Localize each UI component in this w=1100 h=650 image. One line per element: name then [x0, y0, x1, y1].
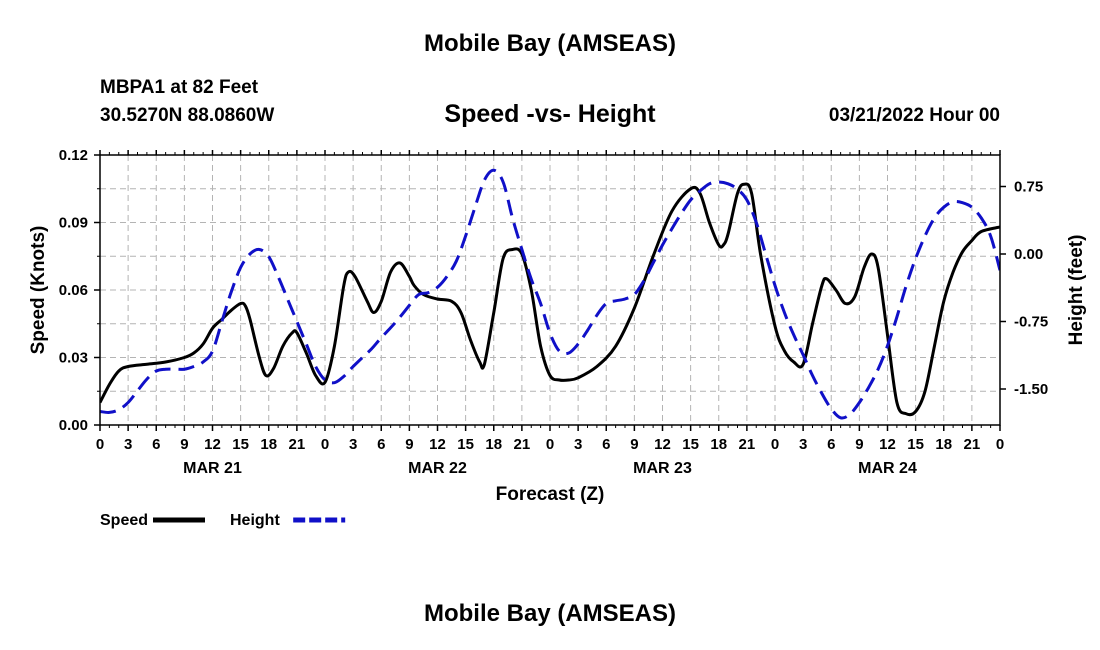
x-tick-label: 3: [574, 436, 582, 453]
x-tick-label: 15: [232, 436, 249, 453]
footer-title: Mobile Bay (AMSEAS): [423, 600, 677, 627]
x-tick-label: 12: [879, 436, 896, 453]
date-label: MAR 22: [408, 460, 467, 477]
series-layer: [100, 168, 1000, 420]
x-tick-label: 0: [771, 436, 779, 453]
y-tick-label-left: 0.00: [59, 417, 88, 434]
x-tick-label: 9: [630, 436, 638, 453]
y-tick-label-right: -1.50: [1014, 381, 1048, 398]
station-coordinates: 30.5270N 88.0860W: [100, 105, 275, 126]
x-tick-label: 21: [964, 436, 981, 453]
x-tick-label: 15: [457, 436, 474, 453]
y-axis-label-left: Speed (Knots): [28, 226, 49, 355]
x-tick-label: 21: [739, 436, 756, 453]
y-axis-label-right: Height (feet): [1066, 235, 1087, 346]
x-tick-label: 0: [321, 436, 329, 453]
date-label: MAR 21: [183, 460, 242, 477]
y-tick-label-left: 0.09: [59, 215, 88, 232]
date-label: MAR 24: [858, 460, 917, 477]
legend: Speed Height: [100, 512, 346, 529]
x-tick-label: 6: [827, 436, 835, 453]
x-tick-label: 6: [152, 436, 160, 453]
x-tick-label: 6: [602, 436, 610, 453]
y-tick-label-left: 0.12: [59, 147, 88, 164]
grid-layer: [100, 155, 1000, 425]
x-axis-label: Forecast (Z): [496, 484, 605, 505]
x-tick-label: 18: [935, 436, 952, 453]
x-tick-label: 9: [180, 436, 188, 453]
chart-main-title: Mobile Bay (AMSEAS): [423, 30, 677, 57]
series-line-speed: [100, 182, 1000, 417]
x-tick-label: 15: [907, 436, 924, 453]
forecast-datetime: 03/21/2022 Hour 00: [828, 105, 1000, 126]
station-label: MBPA1 at 82 Feet: [100, 77, 259, 98]
x-tick-label: 18: [485, 436, 502, 453]
x-tick-label: 3: [799, 436, 807, 453]
y-tick-label-left: 0.03: [59, 350, 88, 367]
x-tick-label: 21: [514, 436, 531, 453]
y-tick-label-right: 0.00: [1014, 246, 1043, 263]
x-tick-label: 9: [405, 436, 413, 453]
x-tick-label: 12: [654, 436, 671, 453]
y-tick-label-right: -0.75: [1014, 314, 1048, 331]
date-label: MAR 23: [633, 460, 692, 477]
x-tick-label: 15: [682, 436, 699, 453]
x-tick-label: 18: [260, 436, 277, 453]
legend-label-speed: Speed: [100, 512, 148, 529]
y-tick-label-right: 0.75: [1014, 179, 1043, 196]
x-tick-label: 18: [710, 436, 727, 453]
chart-subtitle: Speed -vs- Height: [444, 100, 656, 128]
x-tick-label: 3: [124, 436, 132, 453]
x-tick-label: 3: [349, 436, 357, 453]
x-tick-label: 0: [996, 436, 1004, 453]
x-tick-label: 6: [377, 436, 385, 453]
x-tick-label: 0: [96, 436, 104, 453]
x-tick-label: 0: [546, 436, 554, 453]
y-tick-label-left: 0.06: [59, 282, 88, 299]
x-tick-label: 21: [289, 436, 306, 453]
series-line-height: [100, 168, 1000, 420]
x-tick-label: 12: [429, 436, 446, 453]
legend-label-height: Height: [230, 512, 280, 529]
x-tick-label: 9: [855, 436, 863, 453]
axis-layer: 0 3 6 9 12 15 18 21 0 3 6 9 12 15 18 21 0 3 6 9 12 15 18 21 0 3 6 9…: [59, 147, 1048, 477]
x-tick-label: 12: [204, 436, 221, 453]
